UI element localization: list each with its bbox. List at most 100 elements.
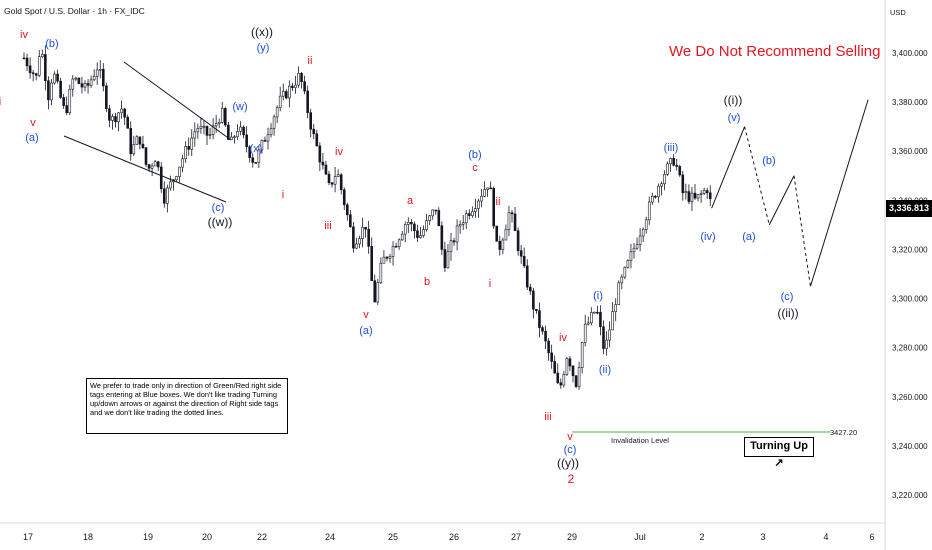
- candle-body: [315, 133, 319, 147]
- candle-body: [492, 187, 496, 227]
- candle-body: [141, 143, 145, 148]
- y-tick-label: 3,280.000: [892, 344, 928, 353]
- candle-body: [443, 249, 447, 269]
- candle-body: [532, 290, 535, 310]
- candle-body: [644, 219, 648, 230]
- candle-body: [583, 323, 587, 343]
- candle-body: [80, 83, 84, 88]
- candle-body: [251, 157, 255, 163]
- candle-body: [147, 164, 151, 169]
- wave-label: v: [567, 431, 573, 443]
- x-tick-label: 29: [567, 532, 577, 542]
- candle-body: [608, 329, 611, 341]
- wave-label: v: [30, 117, 36, 129]
- candle-body: [428, 215, 431, 221]
- wave-label: (a): [359, 325, 372, 337]
- candle-body: [528, 286, 532, 292]
- candle-body: [358, 238, 361, 245]
- candle-body: [199, 125, 203, 129]
- currency-label: USD: [890, 8, 906, 17]
- candle-body: [120, 108, 123, 114]
- candle-body: [330, 182, 334, 185]
- candle-body: [257, 149, 261, 163]
- candle-body: [98, 68, 102, 71]
- candle-body: [117, 112, 120, 123]
- candle-body: [687, 191, 691, 202]
- y-tick-label: 3,260.000: [892, 393, 928, 402]
- candlestick-series: [22, 45, 712, 390]
- candle-body: [224, 108, 227, 126]
- candle-body: [617, 282, 621, 305]
- candle-body: [65, 105, 68, 114]
- candle-body: [480, 195, 483, 202]
- wave-label: iv: [559, 332, 567, 344]
- candle-body: [580, 342, 584, 368]
- candle-body: [382, 256, 386, 264]
- trading-note-box: We prefer to trade only in direction of …: [86, 378, 288, 434]
- candle-body: [446, 251, 450, 269]
- candle-body: [291, 85, 294, 88]
- projection-leg-a: [744, 126, 770, 226]
- x-tick-label: 2: [699, 532, 704, 542]
- wave-label: (a): [25, 132, 38, 144]
- candle-body: [638, 235, 642, 245]
- wave-label: ii: [308, 55, 313, 67]
- candle-body: [663, 174, 666, 185]
- x-tick-label: 25: [388, 532, 398, 542]
- y-tick-label: 3,240.000: [892, 442, 928, 451]
- candle-body: [62, 97, 65, 106]
- wave-label: iii: [544, 411, 551, 423]
- candle-body: [516, 230, 520, 251]
- candle-body: [245, 134, 248, 148]
- candle-body: [254, 162, 258, 164]
- candle-body: [105, 85, 108, 110]
- wave-label: iii: [324, 220, 331, 232]
- candle-body: [498, 240, 502, 250]
- symbol-title: Gold Spot / U.S. Dollar · 1h · FX_IDC: [4, 6, 145, 16]
- candle-body: [342, 189, 346, 206]
- candle-body: [422, 229, 425, 236]
- candle-body: [327, 173, 331, 183]
- candle-body: [132, 144, 136, 155]
- candle-body: [193, 131, 197, 139]
- candle-body: [114, 116, 117, 123]
- candle-body: [28, 65, 32, 74]
- x-tick-label: 17: [23, 532, 33, 542]
- x-tick-label: 18: [83, 532, 93, 542]
- candle-body: [623, 266, 627, 278]
- candle-body: [376, 282, 380, 303]
- candle-body: [74, 77, 78, 80]
- wave-label: iv: [20, 29, 28, 41]
- wave-label: (c): [781, 291, 794, 303]
- candle-body: [205, 125, 209, 136]
- candle-body: [208, 134, 212, 136]
- candle-body: [452, 240, 456, 243]
- candle-body: [586, 322, 590, 325]
- candle-body: [312, 128, 316, 135]
- candle-body: [672, 158, 675, 166]
- candle-body: [25, 57, 29, 67]
- candle-body: [95, 69, 99, 77]
- candle-body: [434, 209, 438, 212]
- wave-label: (x): [250, 143, 263, 155]
- candle-body: [522, 255, 526, 267]
- y-tick-label: 3,320.000: [892, 245, 928, 254]
- candle-body: [449, 240, 453, 253]
- candle-body: [458, 223, 462, 227]
- y-tick-label: 3,400.000: [892, 49, 928, 58]
- candle-body: [699, 193, 703, 195]
- x-tick-label: 26: [449, 532, 459, 542]
- wave-label: ((ii)): [777, 306, 798, 320]
- candle-body: [605, 339, 608, 349]
- candle-body: [239, 126, 242, 132]
- candle-body: [666, 163, 669, 175]
- wave-label: 2: [568, 472, 575, 486]
- wave-label: (i): [593, 290, 603, 302]
- candle-body: [416, 230, 419, 238]
- candle-body: [135, 136, 139, 145]
- candle-body: [379, 262, 383, 283]
- headline-warning: We Do Not Recommend Selling: [669, 43, 881, 60]
- candle-body: [53, 73, 56, 84]
- candle-body: [321, 161, 325, 166]
- candle-body: [431, 209, 435, 217]
